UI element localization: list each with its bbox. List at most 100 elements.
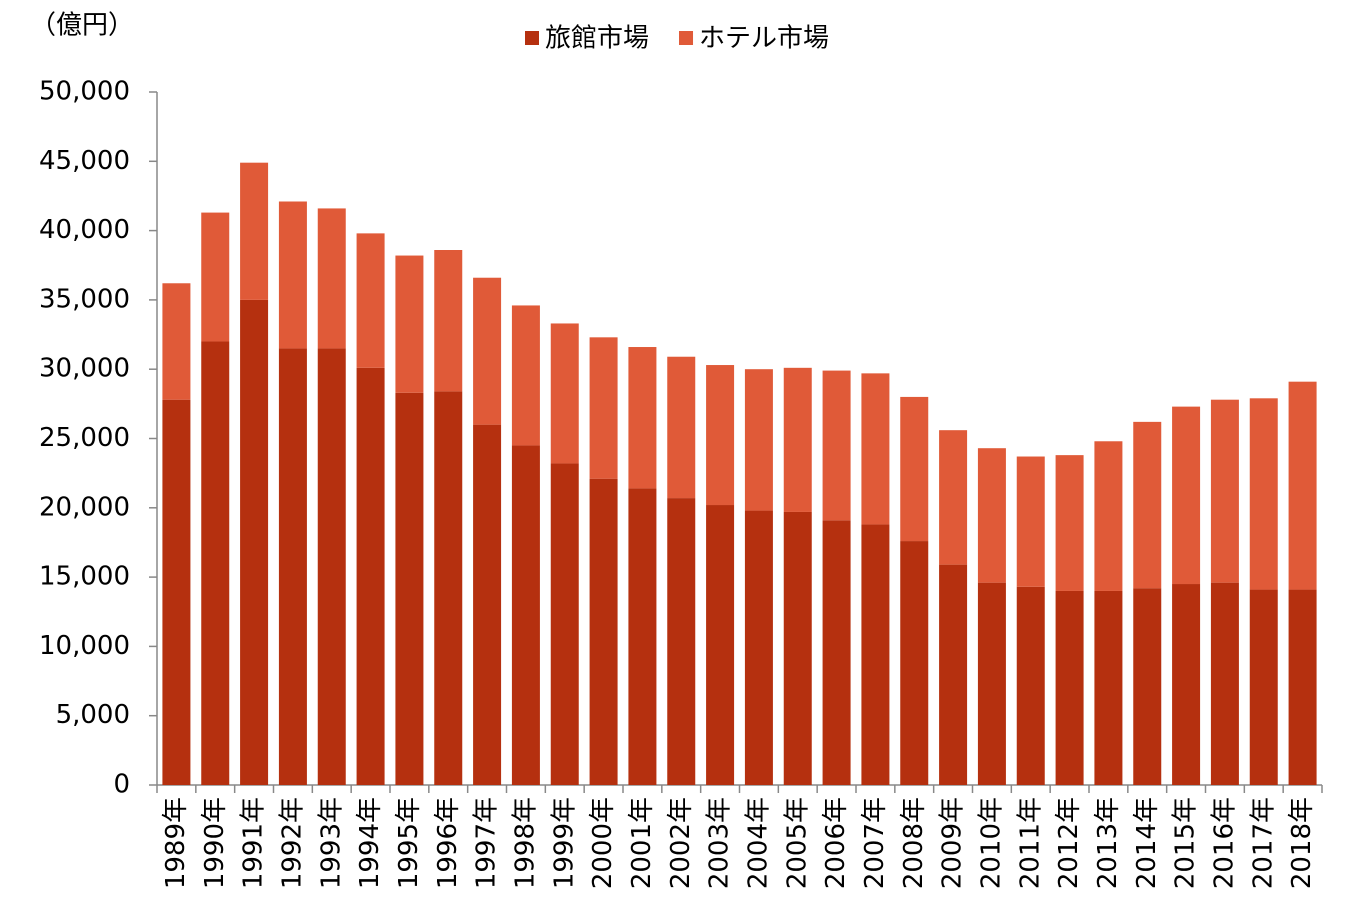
bar-segment <box>1210 582 1239 785</box>
bar-segment <box>900 396 929 542</box>
x-tick-label: 2004年 <box>743 797 773 889</box>
x-tick-label: 1989年 <box>161 797 191 889</box>
y-tick-label: 45,000 <box>39 146 130 176</box>
x-tick-label: 2001年 <box>627 797 657 889</box>
y-tick-label: 35,000 <box>39 284 130 314</box>
bar-segment <box>356 233 385 368</box>
y-tick-label: 30,000 <box>39 354 130 384</box>
bar-segment <box>744 369 773 511</box>
bar-segment <box>434 391 463 785</box>
y-tick-label: 5,000 <box>56 700 130 730</box>
x-tick-label: 2014年 <box>1132 797 1162 889</box>
legend-swatch <box>525 31 539 45</box>
x-tick-label: 1993年 <box>316 797 346 889</box>
bar-segment <box>977 448 1006 583</box>
legend-swatch <box>679 31 694 45</box>
bar-segment <box>1094 590 1123 785</box>
x-tick-label: 1996年 <box>433 797 463 889</box>
bar-segment <box>822 520 851 785</box>
x-tick-label: 2003年 <box>705 797 735 889</box>
bar-segment <box>939 564 968 785</box>
bar-segment <box>511 305 540 446</box>
x-tick-label: 2002年 <box>666 797 696 889</box>
y-tick-label: 0 <box>113 770 130 800</box>
x-tick-label: 2005年 <box>782 797 812 889</box>
bar-segment <box>1094 441 1123 591</box>
bar-segment <box>783 367 812 512</box>
bar-segment <box>1288 589 1317 785</box>
x-tick-label: 2006年 <box>821 797 851 889</box>
bar-segment <box>1288 381 1317 590</box>
bar-segment <box>162 399 191 785</box>
y-tick-label: 15,000 <box>39 562 130 592</box>
bar-segment <box>240 299 269 785</box>
bar-segment <box>278 348 307 785</box>
x-tick-label: 2013年 <box>1093 797 1123 889</box>
bar-segment <box>317 208 346 349</box>
bar-segment <box>550 323 579 464</box>
bar-segment <box>977 582 1006 785</box>
x-tick-label: 2009年 <box>938 797 968 889</box>
x-tick-label: 2017年 <box>1248 797 1278 889</box>
x-tick-label: 1999年 <box>549 797 579 889</box>
bar-segment <box>434 250 463 392</box>
bar-segment <box>667 498 696 785</box>
bar-segment <box>900 541 929 785</box>
x-tick-label: 2008年 <box>899 797 929 889</box>
x-tick-label: 1997年 <box>472 797 502 889</box>
bar-segment <box>1249 589 1278 785</box>
bar-segment <box>550 463 579 785</box>
x-tick-label: 1994年 <box>355 797 385 889</box>
bar-segment <box>1055 590 1084 785</box>
bar-segment <box>667 356 696 499</box>
bar-segment <box>706 365 735 506</box>
bar-segment <box>861 373 890 525</box>
bar-segment <box>511 445 540 785</box>
bar-segment <box>939 430 968 565</box>
bar-segment <box>317 348 346 785</box>
bar-segment <box>395 255 424 393</box>
bar-segment <box>861 524 890 785</box>
x-tick-label: 2015年 <box>1171 797 1201 889</box>
bar-segment <box>278 201 307 349</box>
x-tick-label: 2012年 <box>1054 797 1084 889</box>
y-tick-label: 20,000 <box>39 492 130 522</box>
x-tick-label: 1998年 <box>510 797 540 889</box>
x-tick-label: 2016年 <box>1209 797 1239 889</box>
x-tick-label: 1990年 <box>200 797 230 889</box>
bar-segment <box>473 277 502 425</box>
x-tick-label: 2018年 <box>1287 797 1317 889</box>
bar-segment <box>1172 584 1201 785</box>
x-tick-label: 1992年 <box>277 797 307 889</box>
x-tick-label: 2010年 <box>976 797 1006 889</box>
x-tick-label: 2000年 <box>588 797 618 889</box>
y-tick-label: 10,000 <box>39 631 130 661</box>
y-tick-label: 50,000 <box>39 77 130 107</box>
bar-segment <box>783 511 812 785</box>
bar-segment <box>628 347 657 489</box>
bar-segment <box>628 488 657 785</box>
bar-segment <box>201 212 230 342</box>
bar-segment <box>744 510 773 785</box>
y-tick-label: 25,000 <box>39 423 130 453</box>
legend-label: 旅館市場 <box>545 24 649 54</box>
bar-segment <box>240 162 269 300</box>
bar-segment <box>1210 399 1239 583</box>
y-axis-unit: （億円） <box>30 11 134 41</box>
bar-segment <box>589 337 618 479</box>
bar-segment <box>822 370 851 521</box>
bar-segment <box>1055 455 1084 591</box>
bar-segment <box>1249 398 1278 590</box>
bar-segment <box>1016 586 1045 785</box>
bar-segment <box>356 367 385 785</box>
bar-segment <box>162 283 191 400</box>
x-tick-label: 1995年 <box>394 797 424 889</box>
bar-segment <box>706 505 735 785</box>
bar-segment <box>1016 456 1045 587</box>
bar-segment <box>201 341 230 785</box>
bar-segment <box>589 478 618 785</box>
legend-label: ホテル市場 <box>699 24 829 54</box>
bar-segment <box>1133 588 1162 785</box>
bar-segment <box>395 392 424 785</box>
